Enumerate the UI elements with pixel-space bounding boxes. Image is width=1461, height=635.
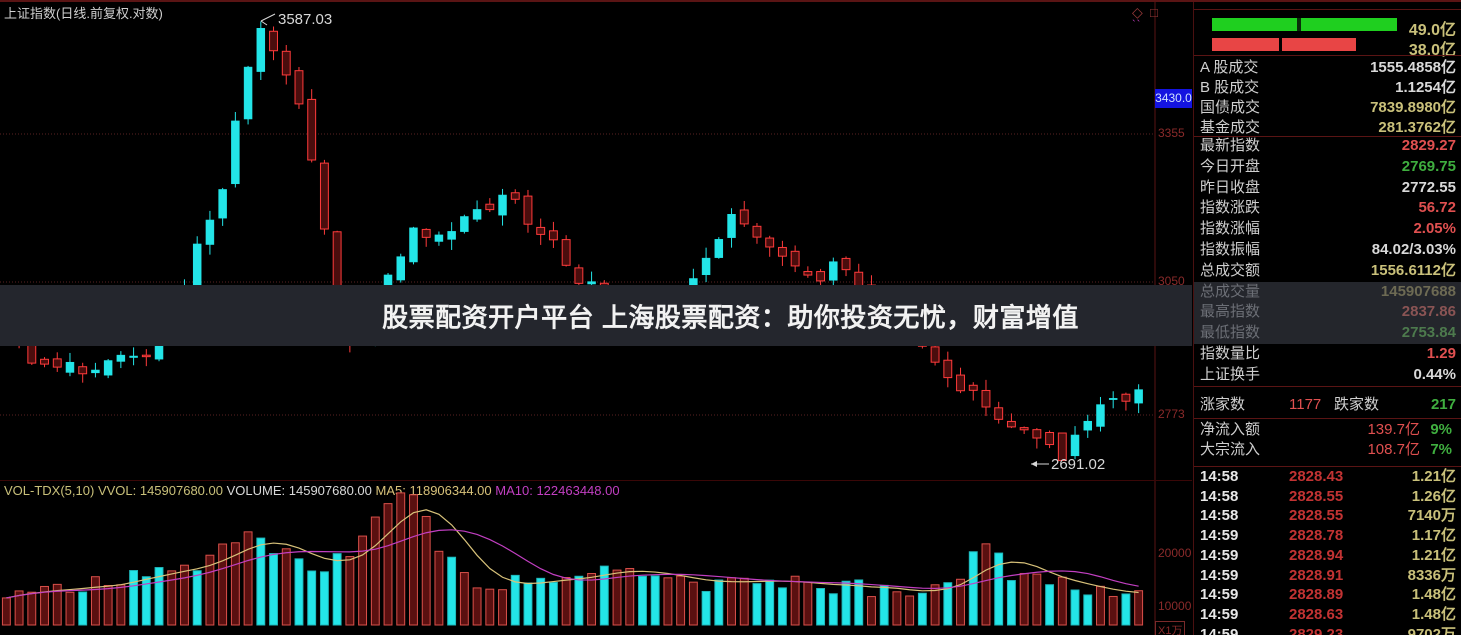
svg-text:2691.02: 2691.02 [1051,456,1105,473]
svg-text:3587.03: 3587.03 [278,11,332,28]
